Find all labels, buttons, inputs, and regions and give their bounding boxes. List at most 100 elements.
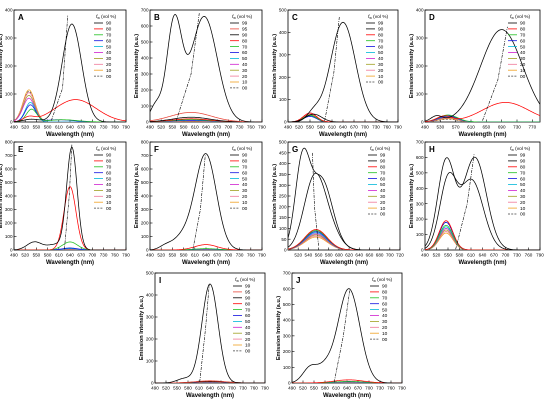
legend-label-10: 10 <box>378 74 384 80</box>
legend-title: fw (vol %) <box>372 277 392 283</box>
legend-label-90: 90 <box>242 33 248 39</box>
legend-label-40: 40 <box>380 188 386 194</box>
y-tick-label: 0 <box>421 120 424 125</box>
x-tick-label: 580 <box>317 125 325 130</box>
x-tick-label: 730 <box>513 253 521 258</box>
legend-label-20: 20 <box>520 200 526 206</box>
y-tick-label: 100 <box>5 234 13 239</box>
x-tick-label: 660 <box>366 253 374 258</box>
x-tick-label: 610 <box>55 125 63 130</box>
legend-label-70: 70 <box>106 165 112 171</box>
y-tick-label: 400 <box>141 56 149 61</box>
legend-label-90: 90 <box>380 159 386 165</box>
x-tick-label: 730 <box>239 386 247 391</box>
series-line-20 <box>425 231 540 250</box>
x-tick-label: 490 <box>10 125 18 130</box>
x-tick-label: 730 <box>513 125 521 130</box>
curve-group <box>14 144 126 250</box>
x-tick-label: 490 <box>10 253 18 258</box>
legend-title: fw (vol %) <box>96 146 116 152</box>
panel-label: B <box>154 13 160 22</box>
y-tick-label: 100 <box>5 92 13 97</box>
x-axis-title: Wavelength (nm) <box>182 260 230 266</box>
y-tick-label: 0 <box>151 381 154 386</box>
y-tick-label: 300 <box>416 201 424 206</box>
y-tick-label: 0 <box>284 120 287 125</box>
x-tick-label: 520 <box>157 125 165 130</box>
panel-label: D <box>429 13 435 22</box>
dash-dot-guide <box>199 283 210 382</box>
legend-label-20: 20 <box>242 74 248 80</box>
panel-I: I 490 520 550 580 610 640 670 700 730 760 790 0 100 20… <box>139 271 269 399</box>
y-tick-label: 400 <box>279 30 287 35</box>
x-tick-label: 700 <box>225 125 233 130</box>
panel-label: A <box>18 13 24 22</box>
x-tick-label: 760 <box>247 253 255 258</box>
y-tick-label: 0 <box>10 120 13 125</box>
panel-label: G <box>292 145 298 154</box>
y-tick-label: 50 <box>281 237 287 242</box>
panel-label: I <box>159 276 161 285</box>
legend-label-00: 00 <box>106 74 112 80</box>
curve-group <box>425 26 540 122</box>
x-tick-label: 760 <box>250 386 258 391</box>
x-axis-title: Wavelength (nm) <box>46 260 94 266</box>
x-tick-label: 670 <box>350 125 358 130</box>
y-tick-label: 800 <box>141 140 149 145</box>
legend-label-70: 70 <box>380 170 386 176</box>
x-tick-label: 580 <box>325 253 333 258</box>
legend-label-70: 70 <box>382 296 388 302</box>
x-tick-label: 490 <box>288 386 296 391</box>
y-tick-label: 0 <box>146 248 149 253</box>
legend-label-95: 95 <box>242 27 248 33</box>
x-tick-label: 790 <box>398 386 406 391</box>
x-tick-label: 700 <box>386 253 394 258</box>
x-tick-label: 670 <box>213 253 221 258</box>
legend-label-80: 80 <box>520 165 526 171</box>
x-tick-label: 490 <box>421 125 429 130</box>
x-tick-label: 610 <box>467 125 475 130</box>
y-tick-label: 100 <box>279 97 287 102</box>
x-tick-label: 550 <box>444 253 452 258</box>
x-tick-label: 540 <box>305 253 313 258</box>
curve-group <box>292 288 402 383</box>
y-tick-label: 200 <box>5 221 13 226</box>
plot-frame <box>424 9 541 123</box>
legend-label-00: 00 <box>382 337 388 343</box>
x-tick-label: 790 <box>122 253 130 258</box>
series-line-50 <box>425 226 540 250</box>
legend-label-20: 20 <box>378 68 384 74</box>
x-tick-label: 670 <box>354 386 362 391</box>
y-tick-label: 200 <box>283 349 291 354</box>
legend-label-70: 70 <box>245 307 251 313</box>
legend-label-90: 90 <box>520 21 526 27</box>
x-tick-label: 490 <box>421 253 429 258</box>
plot-frame <box>291 272 403 384</box>
legend-label-20: 20 <box>242 194 248 200</box>
x-tick-label: 530 <box>436 125 444 130</box>
legend-title: fw (vol %) <box>232 146 252 152</box>
x-axis-title: Wavelength (nm) <box>320 260 368 266</box>
y-tick-label: 0 <box>288 381 291 386</box>
plot-frame <box>149 9 263 123</box>
legend-label-70: 70 <box>378 38 384 44</box>
legend-label-90: 90 <box>106 153 112 159</box>
x-tick-label: 640 <box>202 253 210 258</box>
series-line-90 <box>288 172 400 250</box>
dash-dot-guide <box>482 26 508 121</box>
legend-label-00: 00 <box>520 74 526 80</box>
y-tick-label: 300 <box>146 315 154 320</box>
legend-label-10: 10 <box>245 343 251 349</box>
legend-label-30: 30 <box>106 188 112 194</box>
legend-label-60: 60 <box>242 170 248 176</box>
series-line-90 <box>14 23 126 122</box>
x-tick-label: 610 <box>328 125 336 130</box>
legend-label-80: 80 <box>380 165 386 171</box>
legend-label-99: 99 <box>520 153 526 159</box>
legend-title: fw (vol %) <box>368 14 388 20</box>
y-axis-title: Emission Intensity (a.u.) <box>272 34 278 98</box>
x-tick-label: 730 <box>100 125 108 130</box>
y-axis-title: Emission Intensity (a.u.) <box>409 164 415 228</box>
